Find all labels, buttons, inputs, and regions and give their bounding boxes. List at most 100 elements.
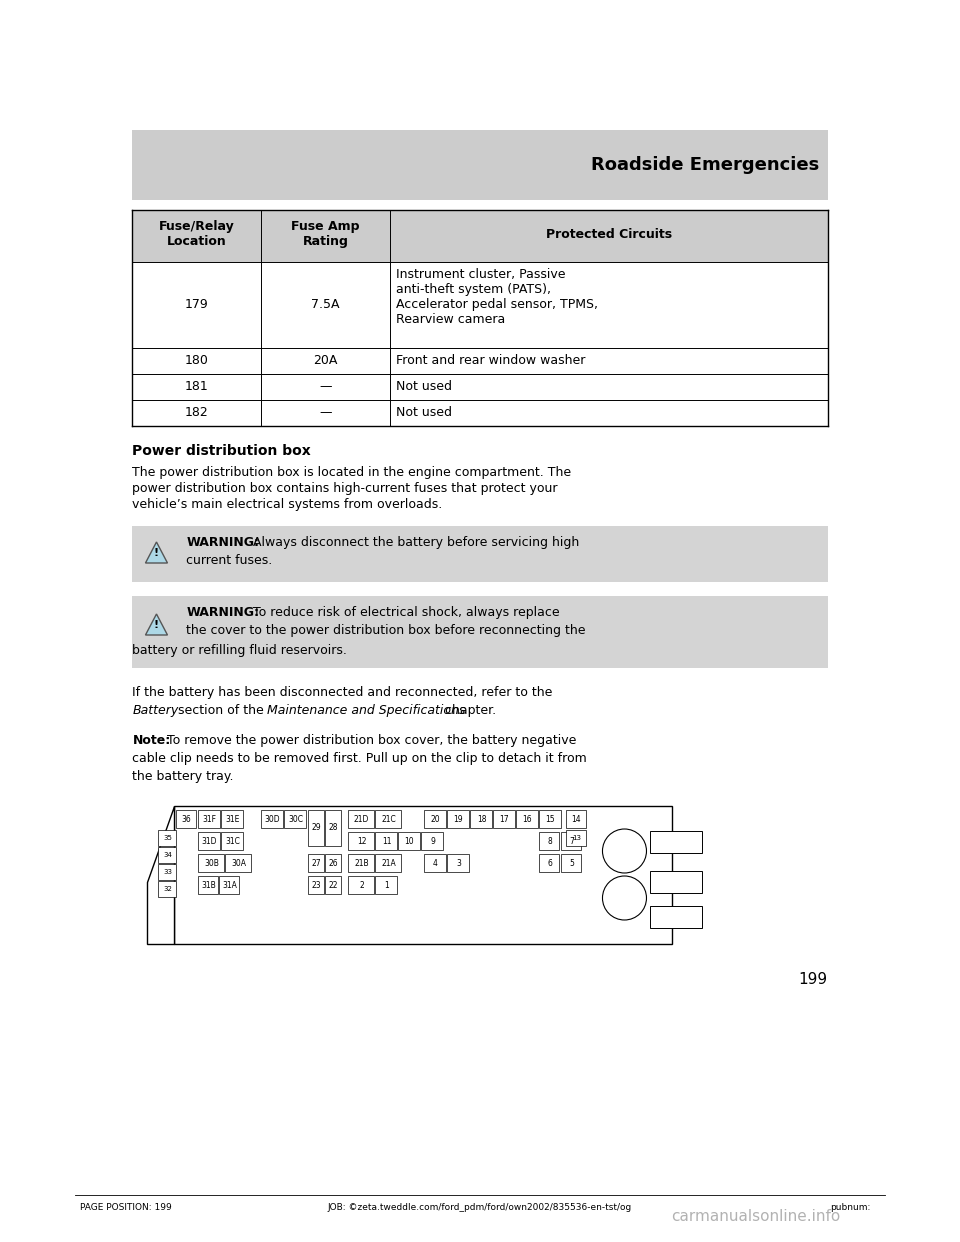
Text: 10: 10	[405, 837, 415, 846]
Text: 31C: 31C	[225, 837, 240, 846]
FancyBboxPatch shape	[199, 876, 219, 894]
FancyBboxPatch shape	[540, 854, 560, 872]
Text: 14: 14	[571, 815, 582, 823]
FancyBboxPatch shape	[651, 831, 703, 853]
Text: 17: 17	[499, 815, 510, 823]
FancyBboxPatch shape	[261, 810, 283, 828]
Text: The power distribution box is located in the engine compartment. The: The power distribution box is located in…	[132, 466, 571, 479]
Text: 4: 4	[433, 858, 438, 867]
Text: current fuses.: current fuses.	[186, 554, 273, 568]
Text: 9: 9	[430, 837, 435, 846]
Text: 20A: 20A	[313, 354, 338, 368]
Text: 16: 16	[522, 815, 532, 823]
Text: 21B: 21B	[354, 858, 369, 867]
FancyBboxPatch shape	[158, 847, 177, 863]
FancyBboxPatch shape	[540, 832, 560, 850]
FancyBboxPatch shape	[651, 905, 703, 928]
FancyBboxPatch shape	[222, 832, 244, 850]
Text: 21C: 21C	[381, 815, 396, 823]
Text: 18: 18	[477, 815, 486, 823]
FancyBboxPatch shape	[132, 527, 828, 582]
FancyBboxPatch shape	[348, 832, 374, 850]
FancyBboxPatch shape	[132, 130, 828, 200]
FancyBboxPatch shape	[562, 832, 582, 850]
Text: Not used: Not used	[396, 380, 451, 392]
FancyBboxPatch shape	[308, 810, 324, 846]
FancyBboxPatch shape	[447, 854, 469, 872]
FancyBboxPatch shape	[375, 810, 401, 828]
FancyBboxPatch shape	[177, 810, 197, 828]
Text: If the battery has been disconnected and reconnected, refer to the: If the battery has been disconnected and…	[132, 686, 553, 699]
Text: 3: 3	[456, 858, 461, 867]
FancyBboxPatch shape	[348, 810, 374, 828]
FancyBboxPatch shape	[493, 810, 516, 828]
Text: 19: 19	[454, 815, 464, 823]
Text: 23: 23	[312, 881, 322, 889]
Text: Not used: Not used	[396, 406, 451, 419]
Text: 180: 180	[185, 354, 208, 368]
FancyBboxPatch shape	[325, 854, 342, 872]
FancyBboxPatch shape	[651, 871, 703, 893]
Text: 11: 11	[382, 837, 392, 846]
Text: 30A: 30A	[231, 858, 246, 867]
Text: Instrument cluster, Passive
anti-theft system (PATS),
Accelerator pedal sensor, : Instrument cluster, Passive anti-theft s…	[396, 268, 598, 325]
Text: Always disconnect the battery before servicing high: Always disconnect the battery before ser…	[250, 537, 580, 549]
FancyBboxPatch shape	[566, 830, 587, 846]
Text: PAGE POSITION: 199: PAGE POSITION: 199	[80, 1203, 172, 1212]
Text: 30B: 30B	[204, 858, 219, 867]
FancyBboxPatch shape	[325, 810, 342, 846]
Text: !: !	[154, 620, 159, 630]
Text: 7: 7	[569, 837, 574, 846]
FancyBboxPatch shape	[158, 864, 177, 881]
Text: battery or refilling fluid reservoirs.: battery or refilling fluid reservoirs.	[132, 645, 348, 657]
FancyBboxPatch shape	[325, 876, 342, 894]
FancyBboxPatch shape	[308, 854, 324, 872]
Circle shape	[603, 876, 646, 920]
Text: To remove the power distribution box cover, the battery negative: To remove the power distribution box cov…	[163, 734, 577, 746]
Text: Roadside Emergencies: Roadside Emergencies	[591, 156, 820, 174]
FancyBboxPatch shape	[470, 810, 492, 828]
FancyBboxPatch shape	[375, 854, 401, 872]
Text: power distribution box contains high-current fuses that protect your: power distribution box contains high-cur…	[132, 482, 558, 496]
Text: —: —	[319, 406, 331, 420]
Text: 33: 33	[163, 869, 172, 876]
Text: 21D: 21D	[354, 815, 370, 823]
FancyBboxPatch shape	[424, 810, 446, 828]
Text: 36: 36	[181, 815, 191, 823]
FancyBboxPatch shape	[447, 810, 469, 828]
Text: the battery tray.: the battery tray.	[132, 770, 234, 782]
FancyBboxPatch shape	[199, 832, 221, 850]
Text: the cover to the power distribution box before reconnecting the: the cover to the power distribution box …	[186, 623, 586, 637]
Text: 2: 2	[359, 881, 364, 889]
Text: 6: 6	[547, 858, 552, 867]
FancyBboxPatch shape	[516, 810, 539, 828]
FancyBboxPatch shape	[175, 806, 672, 944]
Text: 34: 34	[163, 852, 172, 858]
Text: 27: 27	[312, 858, 322, 867]
FancyBboxPatch shape	[199, 810, 221, 828]
FancyBboxPatch shape	[132, 210, 828, 262]
Text: Fuse Amp
Rating: Fuse Amp Rating	[291, 220, 360, 248]
Text: 30C: 30C	[288, 815, 303, 823]
FancyBboxPatch shape	[158, 830, 177, 846]
FancyBboxPatch shape	[348, 876, 374, 894]
FancyBboxPatch shape	[222, 810, 244, 828]
Text: 31D: 31D	[202, 837, 217, 846]
Text: 26: 26	[328, 858, 338, 867]
Text: 31E: 31E	[226, 815, 240, 823]
Text: section of the: section of the	[174, 704, 268, 717]
Text: Front and rear window washer: Front and rear window washer	[396, 354, 585, 366]
FancyBboxPatch shape	[308, 876, 324, 894]
Text: Fuse/Relay
Location: Fuse/Relay Location	[159, 220, 234, 248]
Text: 8: 8	[547, 837, 552, 846]
Text: Protected Circuits: Protected Circuits	[545, 227, 672, 241]
Text: 29: 29	[312, 823, 322, 832]
Text: 22: 22	[328, 881, 338, 889]
Text: Power distribution box: Power distribution box	[132, 443, 311, 458]
Text: 31B: 31B	[201, 881, 216, 889]
Polygon shape	[148, 806, 175, 944]
FancyBboxPatch shape	[226, 854, 252, 872]
Text: 13: 13	[572, 835, 581, 841]
Text: carmanualsonline.info: carmanualsonline.info	[671, 1208, 840, 1225]
FancyBboxPatch shape	[158, 881, 177, 897]
